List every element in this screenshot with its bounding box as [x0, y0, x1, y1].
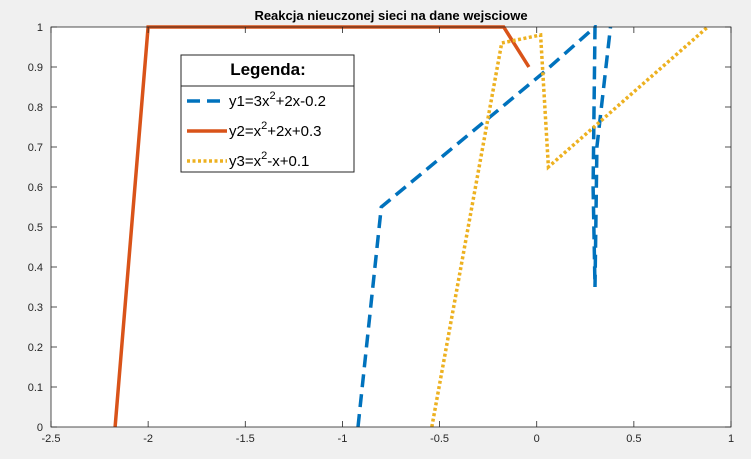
chart-title: Reakcja nieuczonej sieci na dane wejscio… — [254, 8, 527, 23]
y-tick-label: 0 — [37, 422, 43, 434]
legend-title: Legenda: — [230, 60, 306, 79]
ticks-layer: -2.5 -2 -1.5 -1 -0.5 0 0.5 1 0 0.1 0.2 0.3 0.4 0.5 0.6… — [28, 22, 734, 445]
legend-label-2: y2=x2+2x+0.3 — [229, 120, 321, 140]
y-tick-label: 0.6 — [28, 182, 43, 194]
legend-box — [180, 54, 355, 173]
legend-label-part: +2x-0.2 — [276, 93, 326, 110]
y-tick-label: 0.9 — [28, 62, 43, 74]
legend-label-part: 2 — [269, 90, 275, 102]
legend-label-part: 2 — [261, 150, 267, 162]
legend-label-part: y3=x — [229, 153, 262, 170]
y-tick-label: 1 — [37, 22, 43, 34]
legend-entries: y1=3x2+2x-0.2y2=x2+2x+0.3y3=x2-x+0.1 — [187, 90, 326, 170]
legend: Legenda: y1=3x2+2x-0.2y2=x2+2x+0.3y3=x2-… — [180, 54, 355, 173]
legend-label-part: y2=x — [229, 123, 262, 140]
y-tick-label: 0.1 — [28, 382, 43, 394]
y-tick-label: 0.5 — [28, 222, 43, 234]
series-line-3 — [430, 25, 709, 428]
legend-label-1: y1=3x2+2x-0.2 — [229, 90, 326, 110]
legend-label-part: +2x+0.3 — [267, 123, 321, 140]
x-tick-label: -0.5 — [430, 433, 449, 445]
y-tick-label: 0.2 — [28, 342, 43, 354]
legend-label-part: -x+0.1 — [267, 153, 309, 170]
legend-label-part: y1=3x — [229, 93, 270, 110]
x-tick-label: 0.5 — [626, 433, 641, 445]
x-tick-label: -1.5 — [236, 433, 255, 445]
x-tick-label: -2.5 — [42, 433, 61, 445]
x-tick-label: 0 — [534, 433, 540, 445]
y-tick-label: 0.4 — [28, 262, 43, 274]
y-tick-label: 0.8 — [28, 102, 43, 114]
y-tick-label: 0.3 — [28, 302, 43, 314]
x-tick-label: -1 — [338, 433, 348, 445]
plot-area — [51, 27, 731, 427]
y-tick-label: 0.7 — [28, 142, 43, 154]
legend-label-part: 2 — [261, 120, 267, 132]
x-tick-label: -2 — [143, 433, 153, 445]
legend-label-3: y3=x2-x+0.1 — [229, 150, 309, 170]
x-tick-label: 1 — [728, 433, 734, 445]
series-line-1 — [356, 25, 613, 428]
